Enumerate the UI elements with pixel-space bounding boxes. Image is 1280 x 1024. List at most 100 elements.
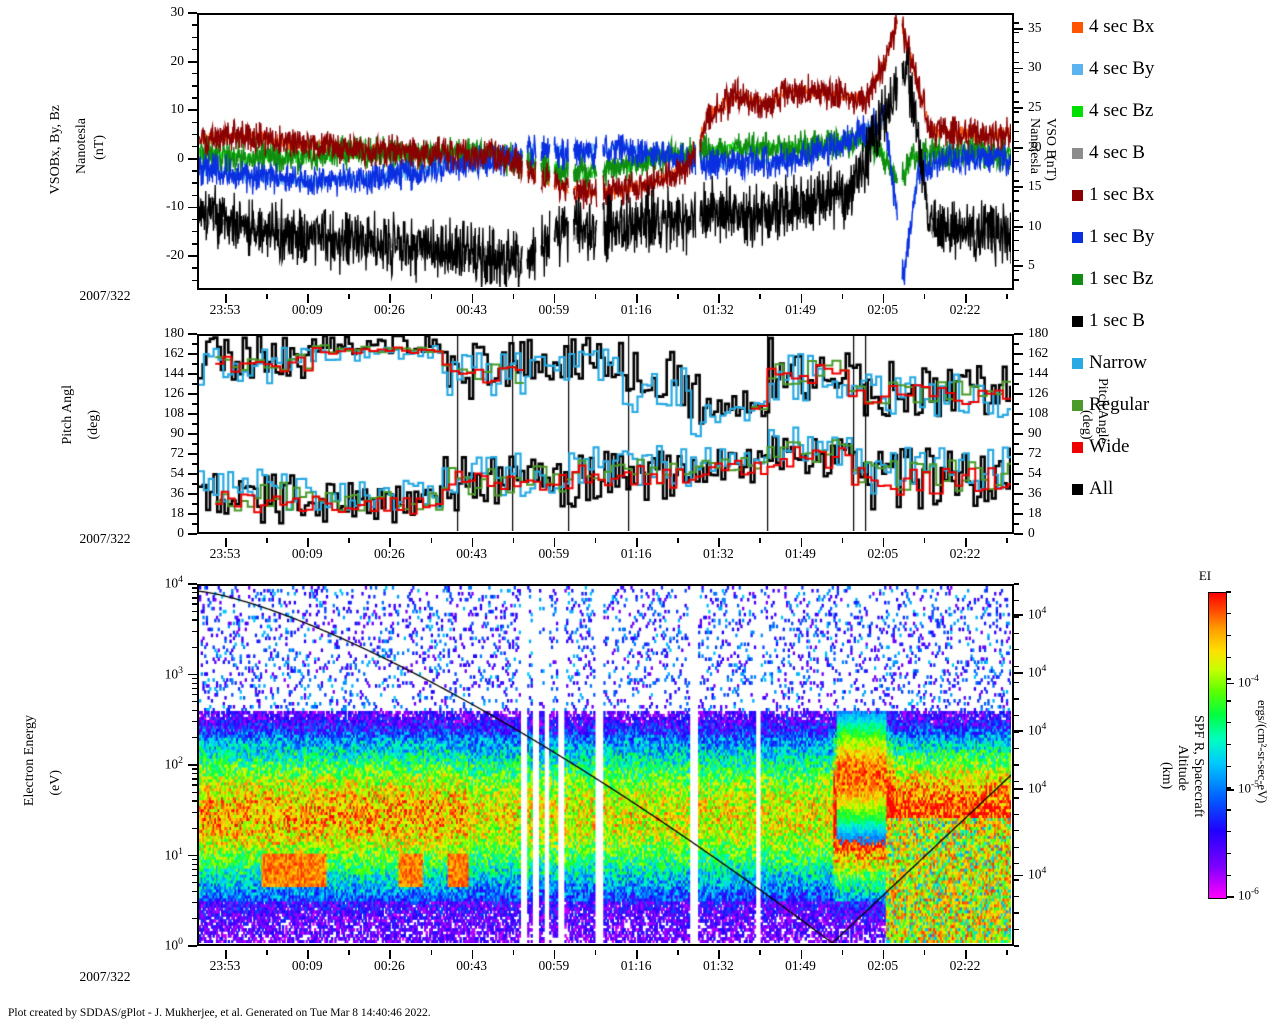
spectrogram-time-label: 00:59 bbox=[538, 958, 570, 973]
spectrogram-time-label: 00:26 bbox=[374, 958, 405, 973]
axis-tick bbox=[677, 538, 679, 543]
axis-tick bbox=[1014, 91, 1019, 93]
axis-tick bbox=[1014, 682, 1019, 684]
legend-item[interactable]: Narrow bbox=[1072, 342, 1272, 384]
axis-tick bbox=[1014, 269, 1019, 271]
pitch-right-tick: 180 bbox=[1028, 325, 1049, 340]
spectrogram-time-label: 01:49 bbox=[785, 958, 816, 973]
axis-tick bbox=[1014, 67, 1023, 70]
axis-tick bbox=[1014, 249, 1019, 252]
colorbar-gradient bbox=[1208, 592, 1227, 899]
pitch-time-label: 01:49 bbox=[785, 546, 816, 561]
legend-item[interactable]: 1 sec Bx bbox=[1072, 174, 1272, 216]
spectrogram-time-label: 00:09 bbox=[291, 958, 323, 973]
pitch-right-axis-title-line1: Pitch Angle bbox=[1095, 378, 1110, 444]
axis-tick bbox=[1226, 896, 1234, 898]
legend-item[interactable]: 4 sec B bbox=[1072, 132, 1272, 174]
axis-tick bbox=[1014, 473, 1023, 475]
axis-tick bbox=[1014, 453, 1023, 455]
axis-tick bbox=[595, 294, 597, 299]
axis-tick bbox=[1014, 121, 1019, 123]
spectrogram-right-tick: 104 bbox=[1028, 778, 1047, 796]
axis-tick bbox=[1014, 28, 1023, 30]
magnetic-right-axis-title-line3: (nT) bbox=[1043, 156, 1058, 181]
axis-tick bbox=[923, 538, 926, 543]
axis-tick bbox=[188, 433, 197, 435]
spectrogram-time-label: 23:53 bbox=[209, 958, 241, 973]
axis-tick bbox=[188, 945, 197, 947]
axis-tick bbox=[1226, 789, 1234, 792]
magnetic-left-axis-title-line1: VSOBx, By, Bz bbox=[48, 105, 63, 195]
axis-tick bbox=[1014, 259, 1019, 261]
axis-tick bbox=[800, 950, 803, 959]
legend-swatch-4-sec-bx bbox=[1072, 21, 1083, 33]
legend-item[interactable]: Regular bbox=[1072, 384, 1272, 426]
axis-tick bbox=[1014, 111, 1019, 113]
axis-tick bbox=[965, 538, 967, 547]
axis-tick bbox=[1014, 131, 1019, 133]
axis-tick bbox=[512, 950, 515, 955]
axis-tick bbox=[188, 673, 197, 676]
spectrogram-right-tick: 104 bbox=[1028, 662, 1047, 680]
axis-tick bbox=[1014, 265, 1023, 268]
legend-item[interactable]: 4 sec Bz bbox=[1072, 90, 1272, 132]
axis-tick bbox=[1014, 863, 1019, 865]
axis-tick bbox=[1014, 483, 1019, 485]
legend-item[interactable]: 1 sec B bbox=[1072, 300, 1272, 342]
magnetic-time-label: 00:59 bbox=[538, 302, 570, 317]
pitch-time-label: 02:05 bbox=[867, 546, 899, 561]
pitch-left-tick: 144 bbox=[163, 365, 184, 380]
axis-tick bbox=[266, 538, 268, 543]
axis-tick bbox=[841, 294, 844, 299]
axis-tick bbox=[636, 294, 638, 303]
legend-item[interactable]: Wide bbox=[1072, 426, 1272, 468]
spectrogram-right-tick: 104 bbox=[1028, 604, 1047, 622]
legend-label-4-sec-b: 4 sec B bbox=[1089, 142, 1145, 163]
legend-item[interactable]: All bbox=[1072, 468, 1272, 510]
axis-tick bbox=[677, 294, 679, 299]
legend-label-4-sec-bz: 4 sec Bz bbox=[1089, 100, 1154, 121]
axis-tick bbox=[389, 538, 392, 547]
legend-item[interactable]: 4 sec Bx bbox=[1072, 6, 1272, 48]
pitch-left-axis-title-line2: (deg) bbox=[86, 410, 101, 440]
axis-tick bbox=[677, 950, 679, 955]
axis-tick bbox=[1014, 523, 1019, 525]
pitch-time-label: 00:26 bbox=[374, 546, 405, 561]
axis-tick bbox=[188, 393, 197, 395]
axis-tick bbox=[1014, 229, 1019, 232]
magnetic-left-axis-title-line2: Nanotesla bbox=[74, 118, 89, 174]
axis-tick bbox=[471, 950, 474, 959]
axis-tick bbox=[1014, 146, 1023, 149]
spectrogram-left-tick: 101 bbox=[164, 845, 183, 863]
axis-tick bbox=[348, 950, 350, 955]
axis-tick bbox=[759, 294, 761, 299]
axis-tick bbox=[1014, 632, 1019, 634]
axis-tick bbox=[1014, 107, 1023, 109]
magnetic-right-tick: 30 bbox=[1028, 59, 1042, 75]
axis-tick bbox=[1014, 533, 1023, 535]
axis-tick bbox=[307, 950, 309, 959]
axis-tick bbox=[1014, 813, 1019, 815]
axis-tick bbox=[1014, 81, 1019, 83]
spectrogram-time-label: 02:22 bbox=[949, 958, 981, 973]
legend-item[interactable]: 1 sec By bbox=[1072, 216, 1272, 258]
legend-item[interactable]: 4 sec By bbox=[1072, 48, 1272, 90]
axis-tick bbox=[225, 294, 227, 303]
spectrogram-left-axis-title-line2: (eV) bbox=[48, 770, 63, 796]
pitch-time-label: 00:59 bbox=[538, 546, 570, 561]
pitch-left-tick: 72 bbox=[170, 445, 185, 460]
axis-tick bbox=[1006, 538, 1008, 543]
magnetic-field-plot-frame bbox=[197, 13, 1014, 290]
pitch-right-tick: 90 bbox=[1028, 425, 1042, 440]
axis-tick bbox=[595, 950, 597, 955]
axis-tick bbox=[718, 294, 720, 303]
magnetic-time-label: 00:26 bbox=[374, 302, 405, 317]
axis-tick bbox=[512, 538, 515, 543]
axis-tick bbox=[266, 538, 268, 543]
axis-tick bbox=[348, 538, 350, 543]
legend-item[interactable]: 1 sec Bz bbox=[1072, 258, 1272, 300]
axis-tick bbox=[1014, 780, 1019, 783]
axis-tick bbox=[1014, 51, 1019, 54]
axis-tick bbox=[266, 294, 268, 299]
axis-tick bbox=[471, 538, 474, 547]
